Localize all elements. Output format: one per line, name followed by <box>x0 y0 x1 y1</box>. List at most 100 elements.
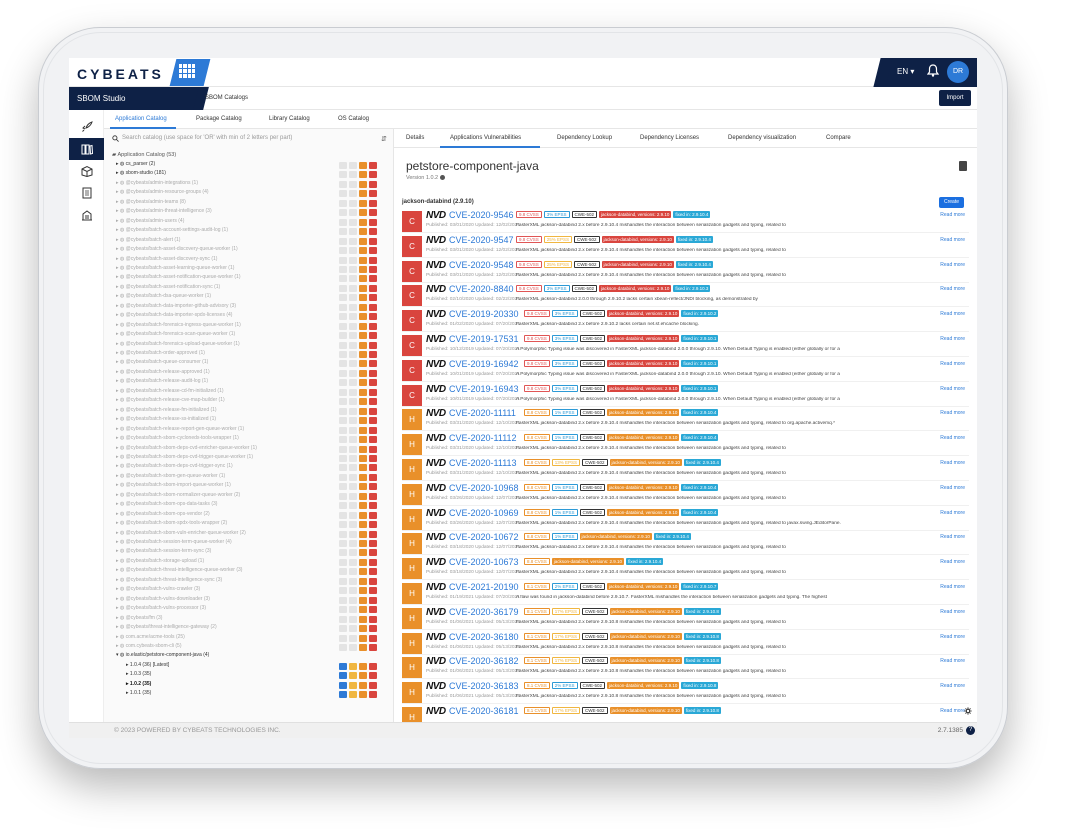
tree-item[interactable]: ▸ ◍ @cybeats/batch-release-cd-fm-initial… <box>116 387 224 394</box>
vulnerability-row[interactable]: C NVD CVE-2019-20330 9.8 CVSS 3% EPSS CWE-502… <box>402 308 969 333</box>
sort-icon[interactable]: ⇵ <box>381 136 387 143</box>
tree-item[interactable]: ▸ ◍ @cybeats/batch-session-term-sync (3) <box>116 548 212 555</box>
cve-link[interactable]: CVE-2020-11113 <box>449 458 517 468</box>
cwe-tag[interactable]: CWE-502 <box>582 632 608 640</box>
read-more-link[interactable]: Read more <box>940 311 965 318</box>
read-more-link[interactable]: Read more <box>940 658 965 665</box>
tab-compare[interactable]: Compare <box>826 135 851 141</box>
tree-item[interactable]: ▸ ◍ @cybeats/batch-account-settings-audi… <box>116 227 229 234</box>
tree-item[interactable]: ▸ ◍ @cybeats/batch-asset-discovery-queue… <box>116 246 238 253</box>
tree-item[interactable]: ▸ ◍ @cybeats/batch-asset-notification-qu… <box>116 274 241 281</box>
vulnerability-row[interactable]: H NVD CVE-2020-36183 8.1 CVSS 2% EPSS CWE-502… <box>402 680 969 705</box>
cve-link[interactable]: CVE-2019-20330 <box>449 309 519 320</box>
tree-item[interactable]: ▸ ◍ @cybeats/batch-sbom-deps-cvd-trigger… <box>116 463 233 470</box>
read-more-link[interactable]: Read more <box>940 633 965 640</box>
cve-link[interactable]: CVE-2020-9547 <box>449 234 514 245</box>
tree-item[interactable]: ▸ ◍ @cybeats/fm (3) <box>116 614 163 621</box>
cwe-tag[interactable]: CWE-502 <box>582 657 608 665</box>
tree-item[interactable]: ▸ ◍ @cybeats/admin-resource-groups (4) <box>116 189 209 196</box>
cve-link[interactable]: CVE-2020-36179 <box>449 606 519 617</box>
tree-item[interactable]: ▸ ◍ @cybeats/admin-threat-intelligence (… <box>116 208 212 215</box>
avatar[interactable]: DR <box>947 61 969 83</box>
tree-item[interactable]: ▸ ◍ @cybeats/threat-intelligence-gateway… <box>116 624 217 631</box>
cve-link[interactable]: CVE-2019-16943 <box>449 383 519 394</box>
cve-link[interactable]: CVE-2020-36180 <box>449 631 519 642</box>
read-more-link[interactable]: Read more <box>940 261 965 268</box>
cwe-tag[interactable]: CWE-502 <box>582 607 608 615</box>
version-item[interactable]: ▸ 1.0.1 (35) <box>126 690 152 697</box>
cwe-tag[interactable]: CWE-502 <box>579 434 606 442</box>
excel-export-icon[interactable] <box>959 161 967 171</box>
read-more-link[interactable]: Read more <box>940 509 965 516</box>
tree-item[interactable]: ▸ ◍ @cybeats/batch-release-ss-initialize… <box>116 416 217 423</box>
vulnerability-row[interactable]: H NVD CVE-2020-36180 8.1 CVSS 17% EPSS CWE-50… <box>402 631 969 655</box>
info-icon[interactable] <box>439 175 445 181</box>
version-item[interactable]: ▸ 1.0.4 (36) [Latest] <box>126 661 170 668</box>
tree-item[interactable]: ▸ ◍ @cybeats/batch-sbom-import-queue-wor… <box>116 482 231 489</box>
tree-item[interactable]: ▸ ◍ @cybeats/batch-sbom-deps-cvd-trigger… <box>116 453 254 460</box>
read-more-link[interactable]: Read more <box>940 385 965 392</box>
cve-link[interactable]: CVE-2020-9546 <box>449 210 514 220</box>
language-selector[interactable]: EN ▾ <box>897 67 915 76</box>
cwe-tag[interactable]: CWE-502 <box>579 310 606 318</box>
tree-item[interactable]: ▸ ◍ @cybeats/batch-release-audit-log (1) <box>116 378 208 385</box>
tree-item[interactable]: ▸ ◍ cs_parser (2) <box>116 161 156 167</box>
tree-item[interactable]: ▸ ◍ @cybeats/batch-storage-upload (1) <box>116 557 205 564</box>
cwe-tag[interactable]: CWE-502 <box>574 235 600 243</box>
tree-item[interactable]: ▸ ◍ @cybeats/batch-forensics-scan-queue-… <box>116 331 236 338</box>
tab-os-catalog[interactable]: OS Catalog <box>338 116 370 122</box>
cwe-tag[interactable]: CWE-502 <box>579 508 606 516</box>
gear-icon[interactable] <box>964 707 972 715</box>
tree-item[interactable]: ▸ ◍ @cybeats/admin-users (4) <box>116 217 185 224</box>
cwe-tag[interactable]: CWE-502 <box>579 682 606 690</box>
cve-link[interactable]: CVE-2020-11112 <box>449 433 517 444</box>
read-more-link[interactable]: Read more <box>940 286 965 293</box>
tree-item[interactable]: ▸ ◍ @cybeats/batch-threat-intelligence-q… <box>116 567 243 574</box>
catalog-icon[interactable] <box>69 138 104 160</box>
cve-link[interactable]: CVE-2020-9548 <box>449 259 514 270</box>
vulnerability-row[interactable]: C NVD CVE-2019-16942 9.8 CVSS 3% EPSS CWE-502… <box>402 358 969 382</box>
vulnerability-row[interactable]: C NVD CVE-2020-9548 9.8 CVSS 25% EPSS CWE-502… <box>402 259 969 283</box>
tree-item[interactable]: ▸ ◍ @cybeats/batch-alert (1) <box>116 236 181 243</box>
tree-item[interactable]: ▸ ◍ @cybeats/batch-asset-learning-queue-… <box>116 264 235 271</box>
tab-dependency-visualization[interactable]: Dependency visualization <box>728 135 797 141</box>
tree-item[interactable]: ▸ ◍ @cybeats/batch-sbom-ops-data-tasks (… <box>116 501 218 508</box>
cwe-tag[interactable]: CWE-502 <box>582 707 608 714</box>
tree-item[interactable]: ▸ ◍ @cybeats/batch-asset-notification-sy… <box>116 283 221 290</box>
create-button[interactable]: Create <box>939 197 964 208</box>
read-more-link[interactable]: Read more <box>940 212 965 218</box>
tree-item[interactable]: ▸ ◍ @cybeats/batch-queue-consumer (1) <box>116 359 209 366</box>
cve-link[interactable]: CVE-2020-10673 <box>449 557 519 568</box>
cve-link[interactable]: CVE-2019-16942 <box>449 358 519 369</box>
tab-details[interactable]: Details <box>406 135 425 141</box>
cwe-tag[interactable]: CWE-502 <box>579 483 606 491</box>
cwe-tag[interactable]: CWE-502 <box>579 583 606 590</box>
cve-link[interactable]: CVE-2020-10672 <box>449 532 519 543</box>
read-more-link[interactable]: Read more <box>940 559 965 566</box>
tree-item[interactable]: ▸ ◍ @cybeats/batch-sbom-normalizer-queue… <box>116 491 241 498</box>
tree-item[interactable]: ▸ ◍ @cybeats/batch-dsa-queue-worker (1) <box>116 293 212 300</box>
cwe-tag[interactable]: CWE-502 <box>571 211 598 218</box>
tree-item[interactable]: ▸ ◍ @cybeats/batch-data-importer-spdx-li… <box>116 312 233 319</box>
package-icon[interactable] <box>69 160 104 182</box>
tree-item-expanded[interactable]: ▾ ◍ io.elastic/petstore-component-java (… <box>116 652 210 659</box>
tree-item[interactable]: ▸ ◍ @cybeats/batch-data-importer-github-… <box>116 302 237 309</box>
bell-icon[interactable] <box>927 64 939 77</box>
vulnerability-row[interactable]: H NVD CVE-2020-36179 8.1 CVSS 17% EPSS CWE-50… <box>402 606 969 630</box>
cve-link[interactable]: CVE-2020-8840 <box>449 284 514 295</box>
tree-item[interactable]: ▸ ◍ @cybeats/batch-sbom-deps-cvd-enriche… <box>116 444 257 451</box>
tree-item[interactable]: ▸ ◍ com.cybeats-sbom-cli (5) <box>116 642 182 649</box>
tree-item[interactable]: ▸ ◍ @cybeats/batch-sbom-spdx-tools-wrapp… <box>116 520 228 527</box>
vulnerability-row[interactable]: C NVD CVE-2019-17531 9.8 CVSS 3% EPSS CWE-502… <box>402 333 969 357</box>
read-more-link[interactable]: Read more <box>940 683 965 690</box>
read-more-link[interactable]: Read more <box>940 534 965 541</box>
vulnerability-row[interactable]: H NVD CVE-2020-10673 8.8 CVSS jackson-databi… <box>402 556 969 581</box>
tree-item[interactable]: ▸ ◍ @cybeats/batch-sbom-vuln-enricher-qu… <box>116 529 246 536</box>
document-icon[interactable] <box>69 182 104 204</box>
vulnerability-row[interactable]: C NVD CVE-2020-9546 9.8 CVSS 3% EPSS CWE-502 j… <box>402 209 969 233</box>
vulnerability-row[interactable]: H NVD CVE-2020-10968 8.8 CVSS 1% EPSS CWE-502… <box>402 482 969 506</box>
tree-item[interactable]: ▸ ◍ @cybeats/batch-order-approved (1) <box>116 350 205 356</box>
cve-link[interactable]: CVE-2020-10968 <box>449 482 519 493</box>
building-icon[interactable] <box>69 204 104 226</box>
tab-dependency-lookup[interactable]: Dependency Lookup <box>557 135 613 141</box>
